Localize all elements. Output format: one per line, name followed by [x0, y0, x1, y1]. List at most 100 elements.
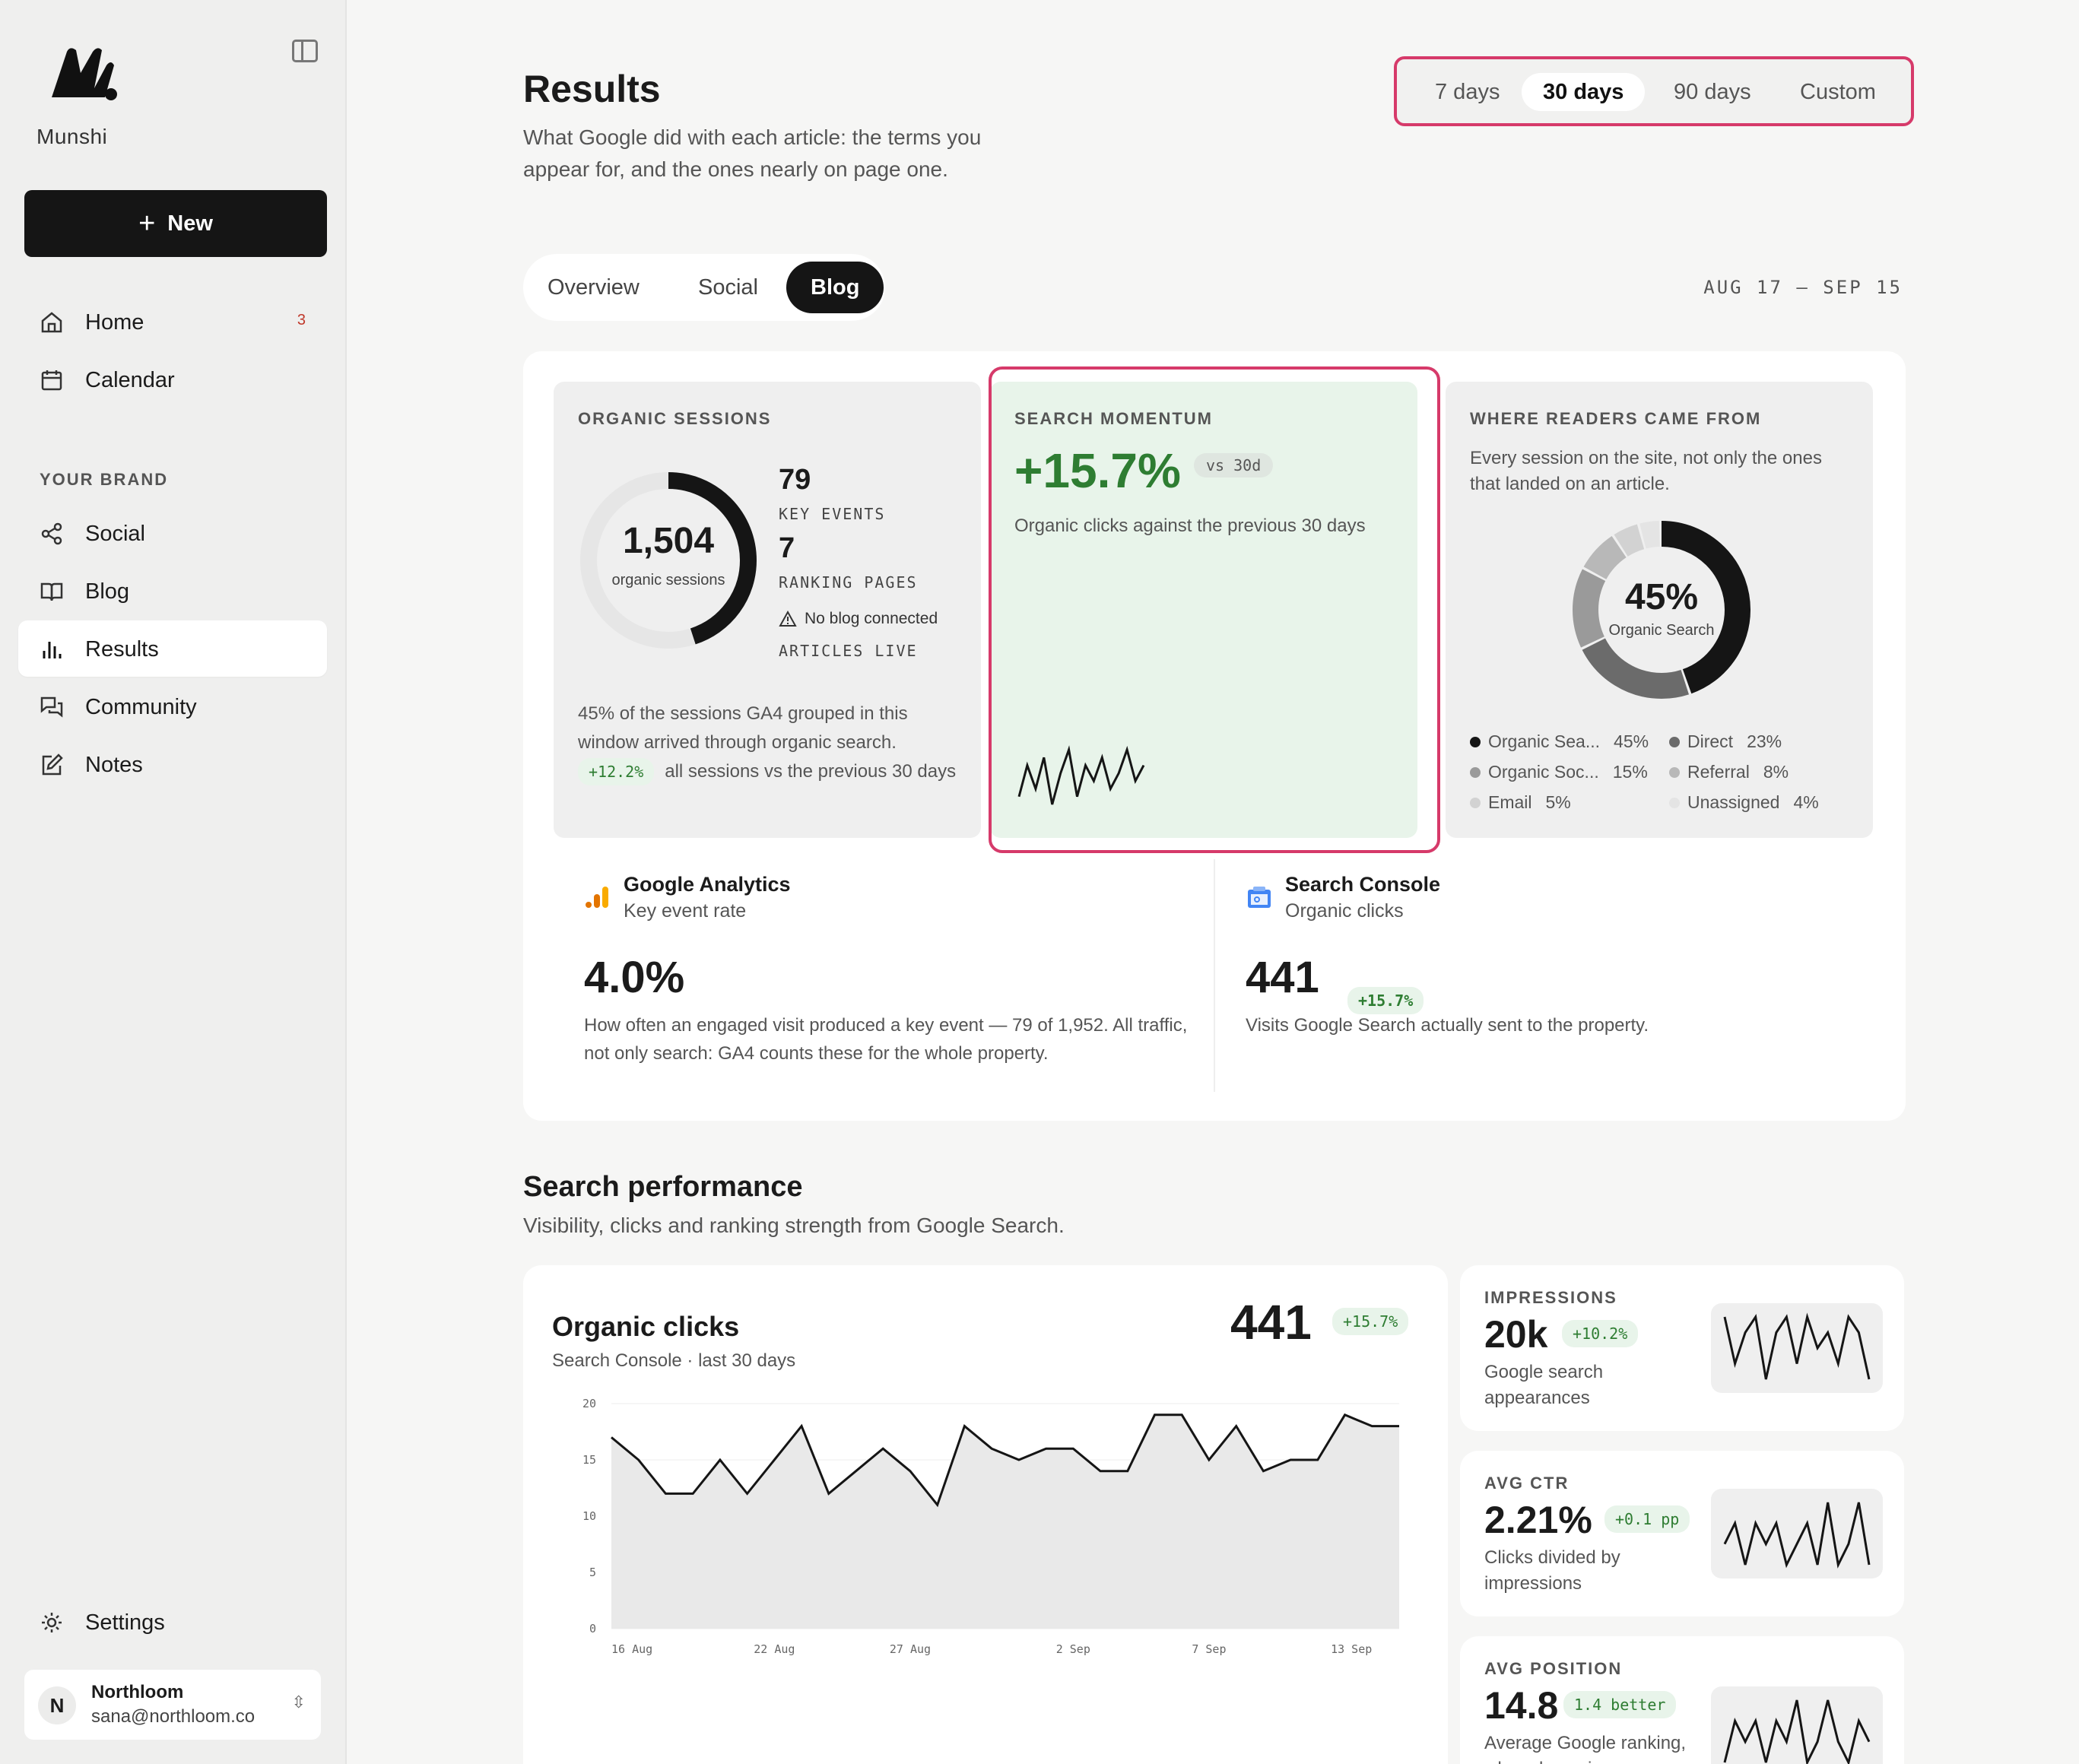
tab-blog[interactable]: Blog — [786, 262, 884, 313]
sidebar-item-social[interactable]: Social — [18, 505, 327, 561]
data-point[interactable] — [743, 1489, 752, 1498]
source-description: How often an engaged visit produced a ke… — [584, 1015, 1188, 1064]
kpi-label: IMPRESSIONS — [1484, 1288, 1617, 1307]
data-point[interactable] — [933, 1500, 942, 1509]
data-point[interactable] — [1068, 1444, 1078, 1453]
data-point[interactable] — [1014, 1455, 1024, 1464]
data-point[interactable] — [1232, 1422, 1241, 1431]
warning-icon — [779, 611, 797, 627]
range-7-days[interactable]: 7 days — [1435, 79, 1500, 104]
source-description: Visits Google Search actually sent to th… — [1246, 1015, 1649, 1036]
clicks-area — [611, 1414, 1399, 1629]
section-label-your-brand: YOUR BRAND — [40, 470, 169, 489]
sidebar-item-results[interactable]: Results — [18, 620, 327, 677]
traffic-sources-description: Every session on the site, not only the … — [1470, 448, 1822, 494]
organic-sessions-value: 1,504 — [622, 521, 715, 561]
sidebar-item-label: Social — [85, 522, 145, 546]
x-tick-label: 22 Aug — [754, 1642, 795, 1656]
tab-social[interactable]: Social — [698, 274, 758, 300]
legend-dot — [1669, 766, 1680, 778]
organic-sessions-caption: organic sessions — [611, 572, 725, 589]
account-switcher[interactable]: N Northloom sana@northloom.co ⇳ — [24, 1670, 321, 1740]
momentum-value: +15.7% — [1014, 443, 1181, 498]
sidebar-item-calendar[interactable]: Calendar — [18, 351, 327, 408]
articles-live-label: ARTICLES LIVE — [779, 642, 918, 660]
kpi-description: Clicks divided by impressions — [1484, 1547, 1620, 1594]
data-point[interactable] — [1150, 1410, 1159, 1420]
blog-warning: No blog connected — [779, 610, 938, 628]
sidebar-item-notes[interactable]: Notes — [18, 736, 327, 792]
data-point[interactable] — [634, 1455, 643, 1464]
data-point[interactable] — [1123, 1467, 1132, 1476]
sidebar-item-community[interactable]: Community — [18, 678, 327, 734]
legend-item: Organic Soc... 15% — [1470, 762, 1648, 782]
kpi-sparkline — [1711, 1686, 1883, 1764]
data-point[interactable] — [852, 1467, 861, 1476]
range-30-days[interactable]: 30 days — [1522, 73, 1646, 111]
data-point[interactable] — [607, 1432, 616, 1442]
data-point[interactable] — [1259, 1467, 1268, 1476]
data-point[interactable] — [824, 1489, 833, 1498]
data-point[interactable] — [688, 1489, 697, 1498]
sessions-donut: 1,504 organic sessions — [578, 470, 759, 651]
data-point[interactable] — [878, 1444, 887, 1453]
data-point[interactable] — [1042, 1444, 1051, 1453]
sidebar-item-label: Calendar — [85, 368, 175, 392]
kpi-avg-position: AVG POSITION 14.8 1.4 better Average Goo… — [1460, 1636, 1904, 1764]
legend-name: Email — [1488, 792, 1532, 812]
munshi-logo[interactable] — [47, 43, 120, 103]
chart-title: Organic clicks — [552, 1311, 740, 1342]
sidebar-item-blog[interactable]: Blog — [18, 563, 327, 619]
results-tabs: Overview Social Blog — [523, 254, 885, 321]
key-events-label: KEY EVENTS — [779, 505, 886, 523]
kpi-value: 14.8 — [1484, 1684, 1559, 1727]
data-point[interactable] — [1395, 1422, 1404, 1431]
data-point[interactable] — [1313, 1455, 1322, 1464]
donut-slice — [1573, 521, 1750, 699]
new-button[interactable]: + New — [24, 190, 327, 257]
data-point[interactable] — [906, 1467, 915, 1476]
data-point[interactable] — [1096, 1467, 1105, 1476]
legend-dot — [1470, 736, 1481, 747]
data-point[interactable] — [987, 1444, 996, 1453]
ranking-pages-value: 7 — [779, 532, 795, 564]
ranking-pages-label: RANKING PAGES — [779, 573, 918, 592]
sidebar-item-label: Notes — [85, 753, 143, 777]
sidebar-item-label: Blog — [85, 579, 130, 604]
donut-center-caption: Organic Search — [1608, 622, 1715, 639]
plus-icon: + — [138, 207, 156, 240]
data-point[interactable] — [960, 1422, 969, 1431]
account-name: Northloom — [91, 1682, 184, 1702]
legend-value: 15% — [1612, 762, 1648, 782]
data-point[interactable] — [1341, 1410, 1350, 1420]
legend-name: Organic Sea... — [1488, 731, 1601, 751]
sidebar-item-home[interactable]: Home 3 — [18, 293, 327, 350]
data-point[interactable] — [1177, 1410, 1186, 1420]
data-point[interactable] — [797, 1422, 806, 1431]
donut-center-value: 45% — [1624, 577, 1699, 617]
legend-dot — [1470, 766, 1481, 778]
range-90-days[interactable]: 90 days — [1674, 79, 1751, 104]
tab-overview[interactable]: Overview — [548, 274, 640, 300]
data-point[interactable] — [1286, 1455, 1295, 1464]
date-range-label: AUG 17 – SEP 15 — [1703, 277, 1903, 298]
card-label: WHERE READERS CAME FROM — [1470, 409, 1762, 428]
collapse-sidebar-icon[interactable] — [292, 40, 318, 62]
key-event-rate-value: 4.0% — [584, 953, 685, 1002]
range-custom[interactable]: Custom — [1800, 79, 1876, 104]
date-range-selector: 7 days 30 days 90 days Custom — [1394, 56, 1914, 126]
kpi-sparkline — [1711, 1489, 1883, 1578]
sessions-footnote-text: 45% of the sessions GA4 grouped in this … — [578, 703, 908, 753]
y-tick-label: 5 — [589, 1566, 596, 1579]
chart-change: +15.7% — [1332, 1308, 1419, 1335]
data-point[interactable] — [770, 1455, 779, 1464]
data-point[interactable] — [1367, 1422, 1376, 1431]
data-point[interactable] — [661, 1489, 670, 1498]
kpi-sparkline — [1711, 1303, 1883, 1393]
change-badge: +12.2% — [578, 758, 655, 785]
data-point[interactable] — [716, 1455, 725, 1464]
data-point[interactable] — [1205, 1455, 1214, 1464]
sidebar-item-settings[interactable]: Settings — [18, 1594, 327, 1650]
section-title: Search performance — [523, 1171, 803, 1203]
home-icon — [41, 312, 62, 333]
